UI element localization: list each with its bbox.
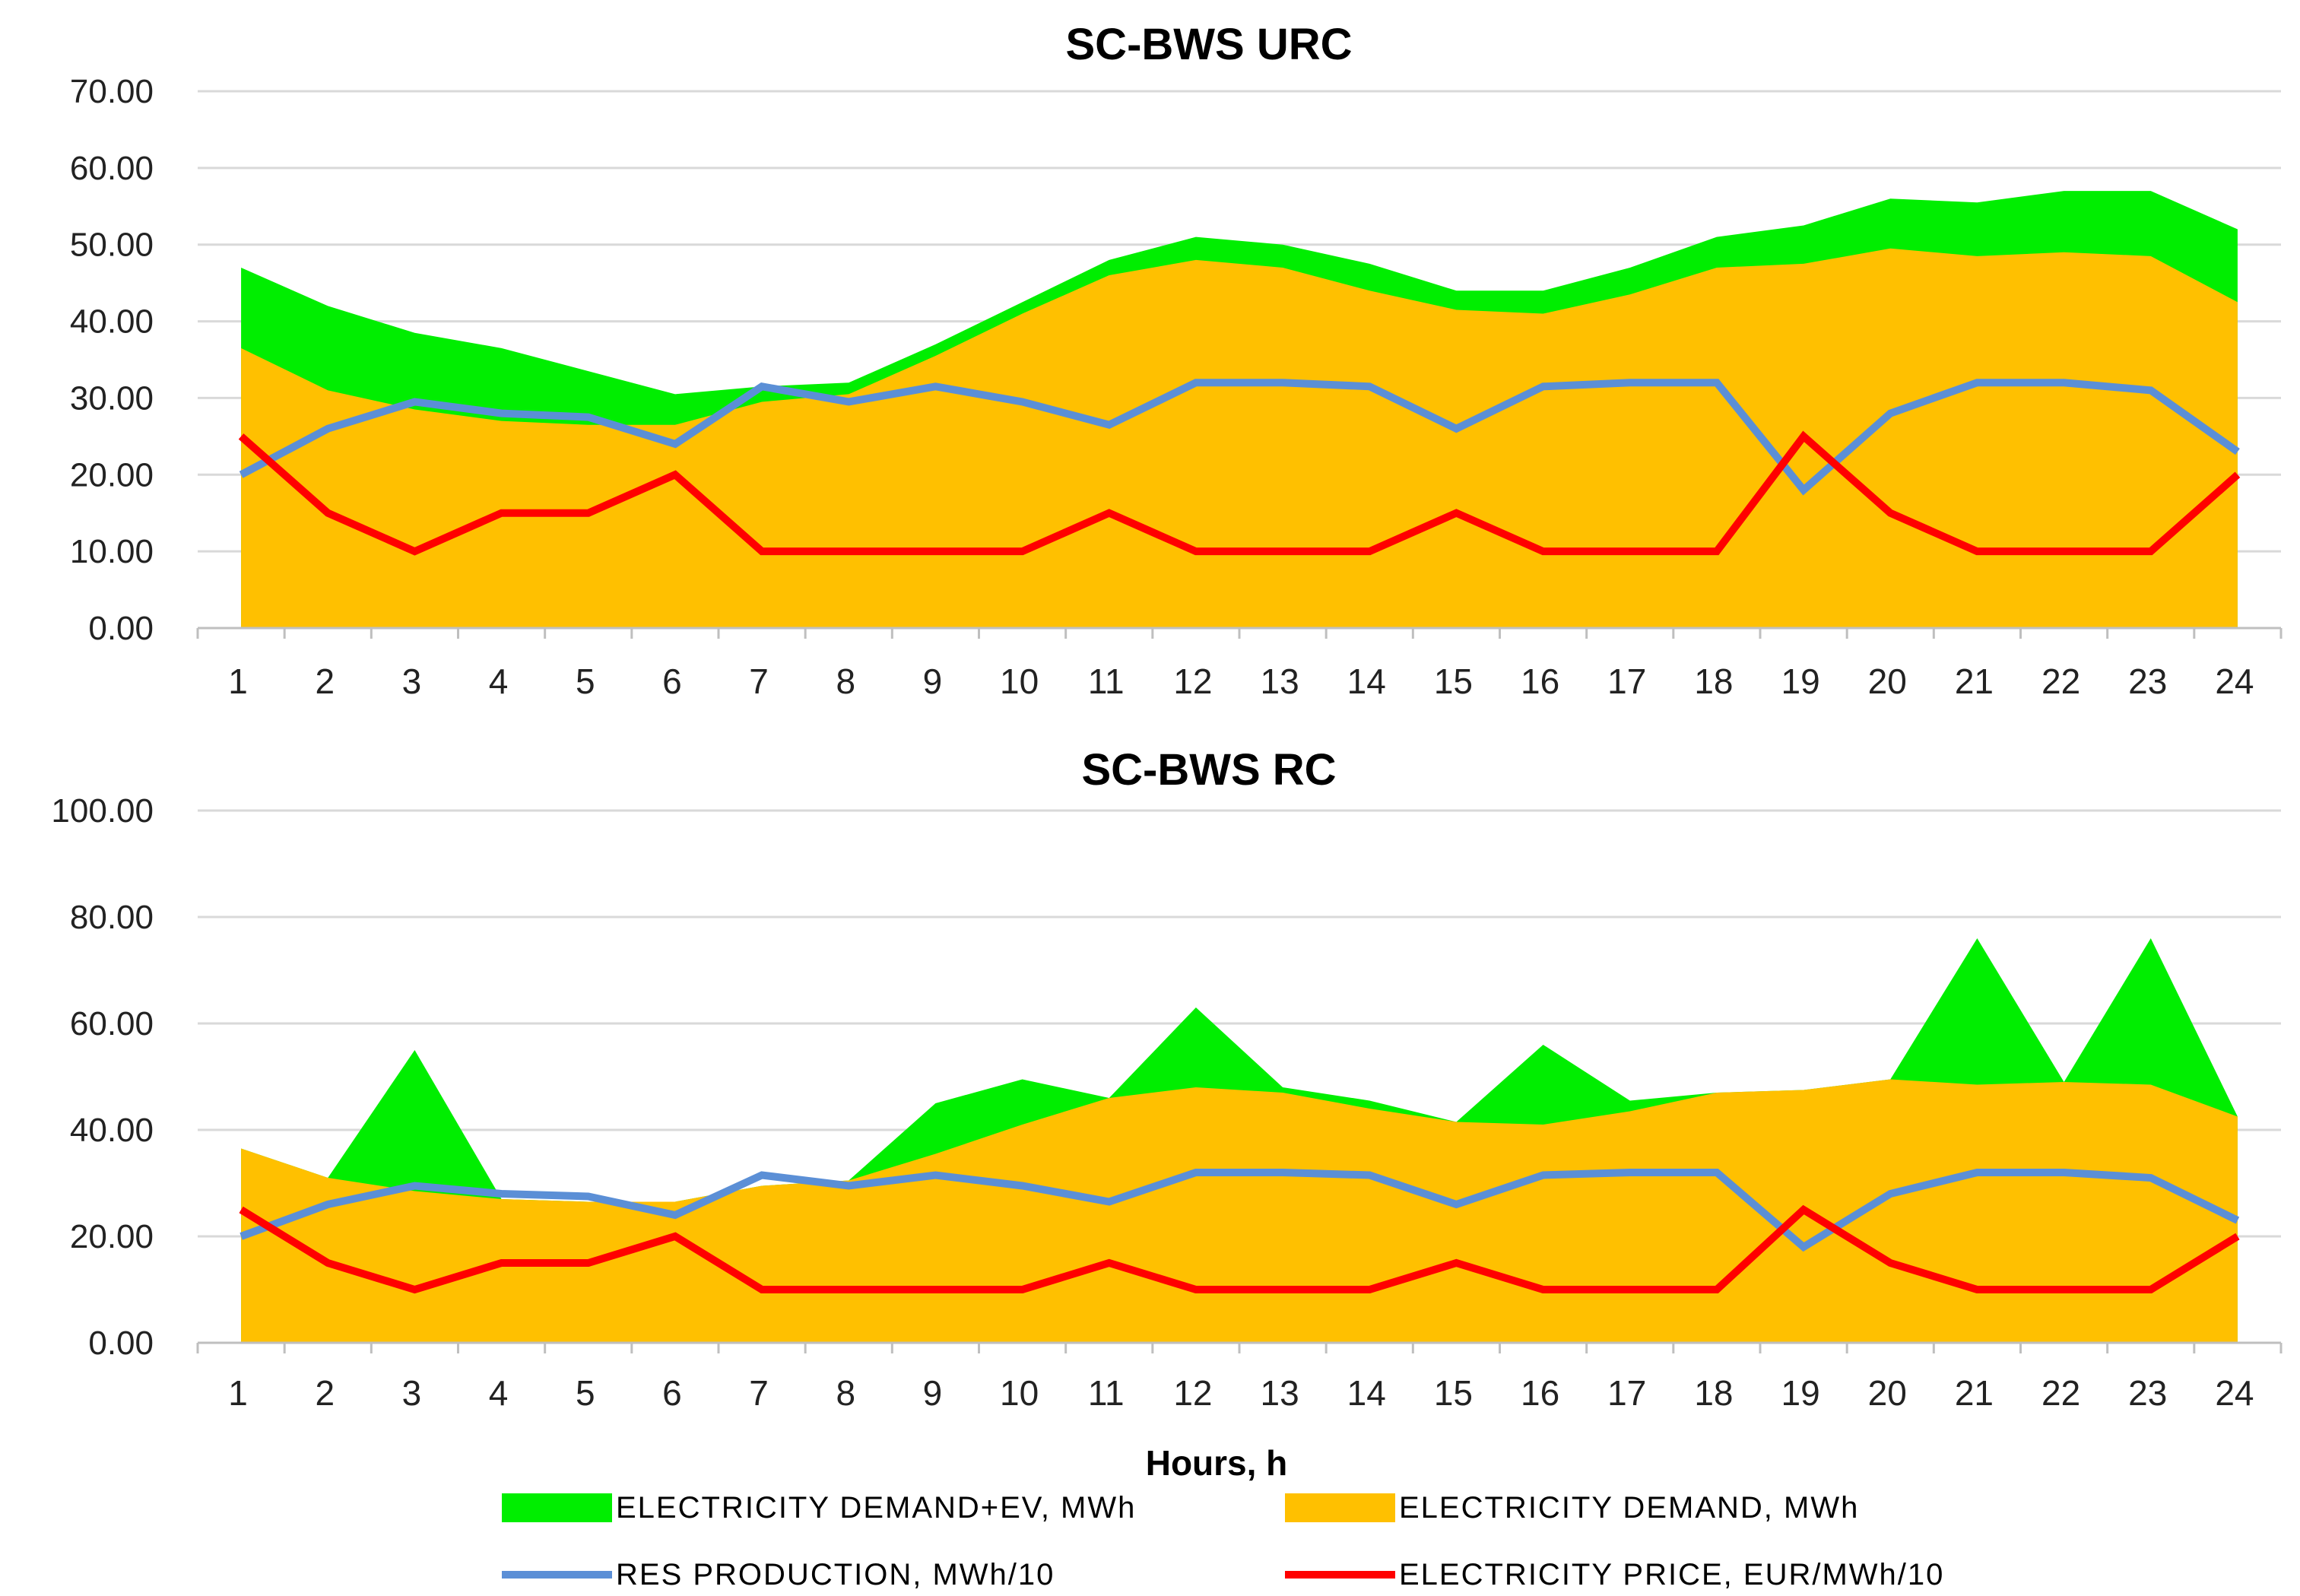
area-electricity-demand-mwh bbox=[241, 248, 2238, 628]
x-tick-label: 22 bbox=[2041, 1373, 2080, 1413]
x-tick-label: 24 bbox=[2215, 662, 2254, 701]
y-tick-label: 20.00 bbox=[70, 1218, 154, 1255]
x-tick-label: 15 bbox=[1434, 1373, 1473, 1413]
x-tick-label: 4 bbox=[489, 1373, 509, 1413]
x-tick-label: 7 bbox=[749, 662, 769, 701]
x-tick-label: 17 bbox=[1607, 662, 1646, 701]
x-tick-label: 2 bbox=[315, 1373, 335, 1413]
x-tick-label: 5 bbox=[576, 662, 595, 701]
x-tick-label: 3 bbox=[402, 662, 422, 701]
x-tick-label: 21 bbox=[1955, 662, 1994, 701]
y-tick-label: 50.00 bbox=[70, 227, 154, 264]
x-tick-label: 15 bbox=[1434, 662, 1473, 701]
x-tick-label: 19 bbox=[1781, 662, 1819, 701]
line-electricity-price-eur-mwh-10 bbox=[239, 1204, 2240, 1294]
legend: ELECTRICITY DEMAND+EV, MWh ELECTRICITY DE… bbox=[502, 1491, 1944, 1591]
chart-title: SC-BWS URC bbox=[1066, 20, 1353, 69]
chart-title: SC-BWS RC bbox=[1081, 745, 1336, 795]
x-tick-label: 5 bbox=[576, 1373, 595, 1413]
x-tick-label: 23 bbox=[2128, 1373, 2167, 1413]
x-tick-label: 16 bbox=[1521, 662, 1559, 701]
x-tick-label: 7 bbox=[749, 1373, 769, 1413]
x-tick-label: 10 bbox=[1000, 662, 1039, 701]
legend-swatch bbox=[502, 1493, 612, 1522]
legend-item-res-production-mwh-10: RES PRODUCTION, MWh/10 bbox=[502, 1558, 1055, 1591]
x-tick-label: 13 bbox=[1260, 1373, 1299, 1413]
x-tick-label: 24 bbox=[2215, 1373, 2254, 1413]
legend-label: RES PRODUCTION, MWh/10 bbox=[616, 1558, 1055, 1591]
y-tick-label: 40.00 bbox=[70, 303, 154, 341]
y-tick-label: 60.00 bbox=[70, 1005, 154, 1042]
x-tick-label: 8 bbox=[836, 662, 855, 701]
x-tick-label: 20 bbox=[1868, 1373, 1907, 1413]
x-tick-label: 13 bbox=[1260, 662, 1299, 701]
legend-item-electricity-demand-ev-mwh: ELECTRICITY DEMAND+EV, MWh bbox=[502, 1491, 1136, 1525]
area-electricity-demand-mwh bbox=[241, 1079, 2238, 1343]
legend-item-electricity-demand-mwh: ELECTRICITY DEMAND, MWh bbox=[1285, 1491, 1859, 1525]
x-tick-label: 22 bbox=[2041, 662, 2080, 701]
x-tick-label: 20 bbox=[1868, 662, 1907, 701]
x-axis-label: Hours, h bbox=[1146, 1443, 1288, 1483]
x-tick-label: 2 bbox=[315, 662, 335, 701]
x-tick-label: 17 bbox=[1607, 1373, 1646, 1413]
y-tick-label: 40.00 bbox=[70, 1112, 154, 1149]
x-tick-label: 6 bbox=[662, 662, 682, 701]
y-tick-label: 20.00 bbox=[70, 456, 154, 493]
legend-item-electricity-price-eur-mwh-10: ELECTRICITY PRICE, EUR/MWh/10 bbox=[1285, 1558, 1944, 1591]
chart-urc: SC-BWS URC 0.00 10.00 20.00 30.00 40.00 50.00 6… bbox=[70, 20, 2283, 701]
x-tick-label: 12 bbox=[1173, 1373, 1212, 1413]
x-tick-label: 1 bbox=[228, 662, 248, 701]
legend-label: ELECTRICITY DEMAND+EV, MWh bbox=[616, 1491, 1136, 1525]
x-tick-label: 14 bbox=[1347, 1373, 1386, 1413]
x-tick-label: 21 bbox=[1955, 1373, 1994, 1413]
x-tick-label: 8 bbox=[836, 1373, 855, 1413]
x-tick-label: 10 bbox=[1000, 1373, 1039, 1413]
x-tick-label: 4 bbox=[489, 662, 509, 701]
line-electricity-price-eur-mwh-10 bbox=[238, 430, 2241, 556]
x-tick-label: 11 bbox=[1088, 662, 1125, 701]
x-tick-label: 23 bbox=[2128, 662, 2167, 701]
legend-label: ELECTRICITY PRICE, EUR/MWh/10 bbox=[1399, 1558, 1944, 1591]
x-tick-label: 3 bbox=[402, 1373, 422, 1413]
x-tick-label: 6 bbox=[662, 1373, 682, 1413]
x-tick-label: 19 bbox=[1781, 1373, 1819, 1413]
legend-swatch bbox=[1285, 1493, 1395, 1522]
y-tick-label: 0.00 bbox=[88, 1325, 154, 1362]
y-tick-label: 70.00 bbox=[70, 73, 154, 110]
x-tick-label: 14 bbox=[1347, 662, 1386, 701]
y-tick-label: 0.00 bbox=[88, 610, 154, 647]
line-res-production-mwh-10 bbox=[239, 379, 2240, 496]
y-tick-label: 30.00 bbox=[70, 379, 154, 417]
x-tick-label: 9 bbox=[923, 1373, 943, 1413]
chart-rc: SC-BWS RC 0.00 20.00 40.00 60.00 80.00 100.00 1… bbox=[51, 745, 2283, 1483]
line-res-production-mwh-10 bbox=[240, 1169, 2240, 1252]
x-tick-label: 18 bbox=[1694, 1373, 1733, 1413]
y-tick-label: 100.00 bbox=[51, 792, 154, 830]
x-tick-label: 1 bbox=[228, 1373, 248, 1413]
y-tick-label: 80.00 bbox=[70, 899, 154, 936]
x-tick-label: 11 bbox=[1088, 1373, 1125, 1413]
x-tick-label: 9 bbox=[923, 662, 943, 701]
x-tick-label: 16 bbox=[1521, 1373, 1559, 1413]
x-tick-label: 12 bbox=[1173, 662, 1212, 701]
legend-label: ELECTRICITY DEMAND, MWh bbox=[1399, 1491, 1859, 1525]
y-tick-label: 10.00 bbox=[70, 533, 154, 570]
y-tick-label: 60.00 bbox=[70, 150, 154, 187]
x-tick-label: 18 bbox=[1694, 662, 1733, 701]
